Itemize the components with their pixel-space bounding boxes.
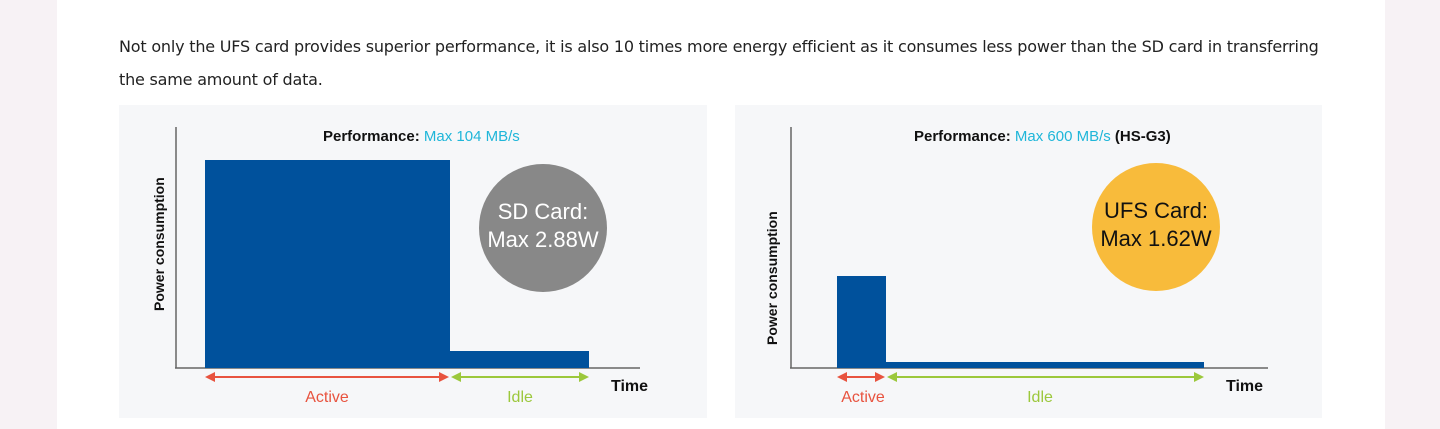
ufs-card-figure: Performance: Max 600 MB/s (HS-G3) Power … — [735, 105, 1322, 418]
active-arrow — [837, 372, 885, 382]
y-axis-label: Power consumption — [151, 177, 167, 311]
idle-arrow — [887, 372, 1204, 382]
active-power-bar — [837, 276, 886, 368]
sd-card-badge: SD Card: Max 2.88W — [479, 164, 607, 292]
ufs-card-badge: UFS Card: Max 1.62W — [1092, 163, 1220, 291]
performance-title: Performance: Max 104 MB/s — [323, 128, 520, 145]
performance-title: Performance: Max 600 MB/s (HS-G3) — [914, 128, 1171, 145]
active-label: Active — [841, 389, 885, 406]
y-axis-label: Power consumption — [764, 211, 780, 345]
idle-label: Idle — [1027, 389, 1053, 406]
idle-power-bar — [886, 362, 1204, 368]
idle-power-bar — [450, 351, 589, 368]
intro-paragraph: Not only the UFS card provides superior … — [119, 37, 1319, 89]
x-axis-label: Time — [1226, 378, 1263, 395]
svg-text:Max 1.62W: Max 1.62W — [1100, 226, 1211, 251]
idle-label: Idle — [507, 389, 533, 406]
active-label: Active — [305, 389, 349, 406]
x-axis-label: Time — [611, 378, 648, 395]
idle-arrow — [451, 372, 589, 382]
sd-card-figure: Performance: Max 104 MB/s Power consumpt… — [119, 105, 707, 418]
active-arrow — [205, 372, 449, 382]
svg-text:Max 2.88W: Max 2.88W — [487, 227, 598, 252]
svg-text:SD Card:: SD Card: — [498, 199, 588, 224]
svg-text:UFS Card:: UFS Card: — [1104, 198, 1208, 223]
active-power-bar — [205, 160, 450, 368]
